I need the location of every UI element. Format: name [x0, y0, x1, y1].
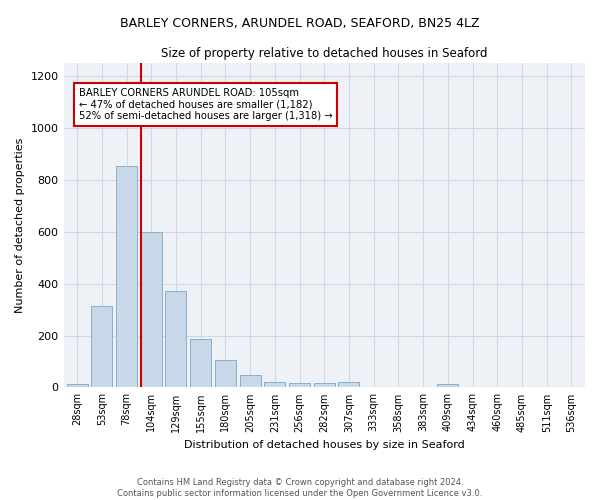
Bar	[314, 383, 335, 388]
Bar	[67, 384, 88, 388]
Text: BARLEY CORNERS, ARUNDEL ROAD, SEAFORD, BN25 4LZ: BARLEY CORNERS, ARUNDEL ROAD, SEAFORD, B…	[120, 18, 480, 30]
Title: Size of property relative to detached houses in Seaford: Size of property relative to detached ho…	[161, 48, 488, 60]
Text: BARLEY CORNERS ARUNDEL ROAD: 105sqm
← 47% of detached houses are smaller (1,182): BARLEY CORNERS ARUNDEL ROAD: 105sqm ← 47…	[79, 88, 332, 121]
Bar	[141, 232, 162, 388]
Bar	[116, 166, 137, 388]
Bar	[289, 383, 310, 388]
Bar	[190, 340, 211, 388]
Bar	[91, 306, 112, 388]
Bar	[215, 360, 236, 388]
Bar	[239, 375, 260, 388]
Bar	[437, 384, 458, 388]
Y-axis label: Number of detached properties: Number of detached properties	[15, 138, 25, 313]
Text: Contains HM Land Registry data © Crown copyright and database right 2024.
Contai: Contains HM Land Registry data © Crown c…	[118, 478, 482, 498]
X-axis label: Distribution of detached houses by size in Seaford: Distribution of detached houses by size …	[184, 440, 464, 450]
Bar	[166, 292, 187, 388]
Bar	[338, 382, 359, 388]
Bar	[265, 382, 286, 388]
